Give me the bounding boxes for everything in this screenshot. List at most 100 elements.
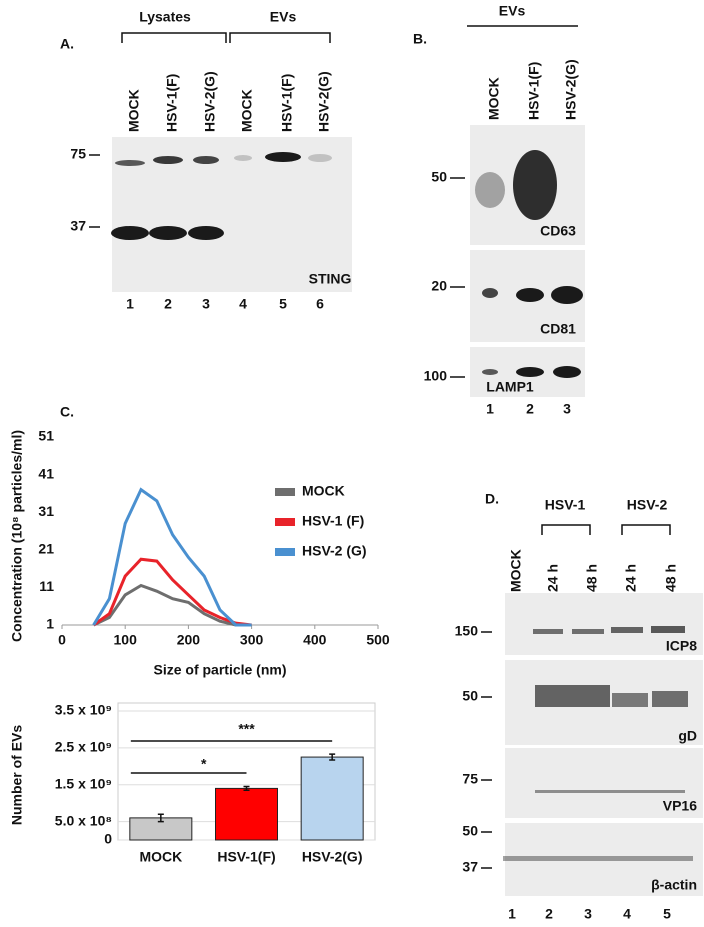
series-line [92,487,252,627]
legend-label: MOCK [302,483,345,499]
bracket [621,524,671,535]
error-bar [243,785,250,791]
y-tick-label: 11 [39,578,54,594]
y-tick-label: 31 [38,503,54,519]
x-tick-label: 300 [240,632,264,648]
band [482,369,498,375]
marker-label: 37 [462,859,478,875]
lane-number: 3 [202,296,210,312]
lane-number: 3 [563,401,571,417]
lane-label: 24 h [545,564,561,592]
marker-label: 75 [462,771,478,787]
group-label: EVs [499,3,526,19]
band [516,367,544,377]
band [475,172,505,208]
panel-label: A. [60,36,74,52]
lane-number: 5 [663,906,671,922]
legend-swatch [275,488,295,496]
marker-label: 75 [70,146,86,162]
y-tick-label: 0 [104,831,112,847]
band [153,156,183,164]
x-tick-label: HSV-1(F) [217,849,275,865]
lane-number: 6 [316,296,324,312]
band [111,226,149,240]
error-bar [329,753,336,761]
band [265,152,301,162]
band [234,155,252,161]
lane-label: HSV-2(G) [316,71,332,132]
bar [300,756,364,841]
blot-label: β-actin [651,877,697,893]
panel-label: B. [413,31,427,47]
lane-number: 2 [545,906,553,922]
error-bar [157,813,164,823]
legend-label: HSV-1 (F) [302,513,364,529]
band [651,626,685,633]
marker-label: 37 [70,218,86,234]
y-tick-label: 21 [38,541,54,557]
lane-label: 48 h [584,564,600,592]
group-label: Lysates [139,9,191,25]
band [611,627,643,633]
lane-label: MOCK [239,89,255,132]
blot-label: STING [309,271,352,287]
blot-label: LAMP1 [486,379,534,395]
significance: * [201,756,207,772]
lane-label: 24 h [623,564,639,592]
legend-swatch [275,548,295,556]
lane-number: 3 [584,906,592,922]
marker-label: 50 [462,688,478,704]
bracket [541,524,591,535]
group-label: HSV-1 [545,497,586,513]
marker-label: 50 [431,169,447,185]
y-tick-label: 5.0 x 10⁸ [55,812,112,828]
lane-label: HSV-1(F) [164,74,180,132]
y-tick-label: 2.5 x 10⁹ [55,739,112,755]
marker-label: 50 [462,823,478,839]
x-axis-label: Size of particle (nm) [153,662,286,678]
band [612,693,648,707]
lane-label: MOCK [126,89,142,132]
lane-number: 2 [526,401,534,417]
bar [215,787,278,841]
x-tick-label: MOCK [139,849,182,865]
band [193,156,219,164]
x-tick-label: 100 [114,632,138,648]
significance: *** [238,721,255,737]
y-tick-label: 1.5 x 10⁹ [55,775,112,791]
y-tick-label: 51 [38,428,54,444]
band [572,629,604,634]
blot-vp16 [505,748,703,818]
lane-label: HSV-1(F) [279,74,295,132]
y-axis-label: Concentration (10⁸ particles/ml) [9,430,25,642]
panel-label: D. [485,491,499,507]
band [503,856,693,861]
lane-number: 1 [486,401,494,417]
bracket [229,32,331,43]
band [308,154,332,162]
y-tick-label: 3.5 x 10⁹ [55,702,112,718]
marker-label: 100 [424,368,448,384]
blot-label: ICP8 [666,638,697,654]
y-axis-label: Number of EVs [9,725,25,826]
group-label: HSV-2 [627,497,668,513]
band [533,629,563,634]
series-line [92,557,252,627]
series-line [92,583,252,627]
band [652,691,688,707]
band [516,288,544,302]
x-tick-label: 200 [177,632,201,648]
lane-label: HSV-2(G) [202,71,218,132]
band [535,790,685,793]
lane-label: HSV-1(F) [526,62,542,120]
legend-label: HSV-2 (G) [302,543,367,559]
y-tick-label: 1 [46,616,54,632]
lane-number: 1 [126,296,134,312]
band [513,150,557,220]
band [551,286,583,304]
legend-swatch [275,518,295,526]
lane-number: 2 [164,296,172,312]
group-label: EVs [270,9,297,25]
x-tick-label: 500 [366,632,390,648]
bracket [121,32,227,43]
